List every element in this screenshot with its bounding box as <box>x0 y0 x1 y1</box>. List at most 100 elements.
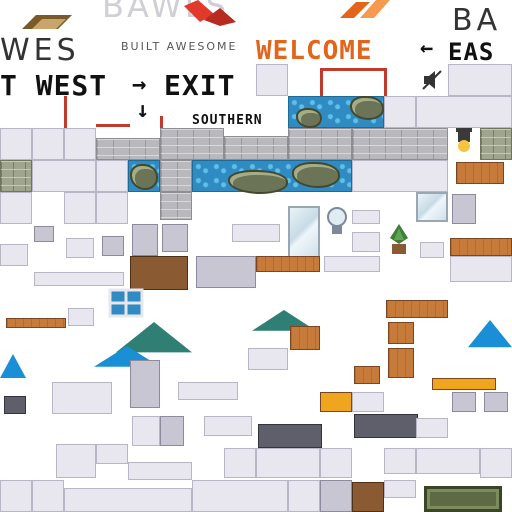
wooden-board <box>456 162 504 184</box>
crate <box>354 366 380 384</box>
swing-frame <box>52 382 112 414</box>
glass-panel <box>288 206 320 258</box>
counter <box>386 300 448 318</box>
brick-wall <box>288 128 352 160</box>
welcome-sign: WELCOME <box>256 36 373 66</box>
wall-panel <box>320 448 352 478</box>
brand-logo-left <box>22 14 72 29</box>
arrow-down-sign: ↓ <box>136 98 151 123</box>
machine <box>196 256 256 288</box>
wall-panel <box>232 224 280 242</box>
red-pipe <box>320 68 384 71</box>
wall-panel <box>324 256 380 272</box>
wall-panel <box>32 160 96 192</box>
wall-panel <box>416 448 480 474</box>
coffee-machine <box>452 194 476 224</box>
red-pipe <box>96 124 130 127</box>
planter <box>178 382 238 400</box>
brick-wall <box>352 128 448 160</box>
wall-panel <box>352 210 380 224</box>
rock <box>350 96 384 120</box>
red-pipe <box>384 68 387 96</box>
wall-panel <box>64 488 192 512</box>
fridge <box>320 480 352 512</box>
small-device <box>34 226 54 242</box>
brand-tagline: BUILT AWESOME <box>121 40 238 53</box>
wall-panel <box>0 480 32 512</box>
brick-wall <box>160 160 192 192</box>
brand-logo-red <box>180 0 250 26</box>
wall-panel <box>32 128 64 160</box>
wall-panel <box>64 192 96 224</box>
dark-panel <box>258 424 322 448</box>
carpet <box>424 486 502 512</box>
window-icon <box>108 288 144 318</box>
wall-panel <box>420 242 444 258</box>
wall-panel <box>224 448 256 478</box>
east-sign: EAS <box>448 38 495 66</box>
wall-panel <box>192 480 288 512</box>
west-exit-sign: T WEST <box>0 69 108 102</box>
wall-panel <box>132 416 160 446</box>
rock <box>130 164 158 190</box>
printer <box>162 224 188 252</box>
vending-machine <box>132 224 158 256</box>
wall-panel <box>384 96 416 128</box>
red-pipe <box>64 96 67 128</box>
brick-wall <box>160 192 192 220</box>
wall-panel <box>0 192 32 224</box>
sink <box>0 244 28 266</box>
wall-panel <box>204 416 252 436</box>
shelf-with-goods <box>352 482 384 512</box>
exit-sign: EXIT <box>164 69 236 102</box>
wall-panel <box>256 64 288 96</box>
chair-icon <box>452 392 476 412</box>
west-sign-fragment: WES <box>0 33 80 68</box>
monitor-icon <box>66 238 94 258</box>
chair-icon <box>388 322 414 344</box>
table <box>248 348 288 370</box>
table <box>256 256 320 272</box>
wall-panel <box>128 462 192 480</box>
counter-block <box>160 416 184 446</box>
brick-wall <box>224 136 288 160</box>
wall-panel <box>416 418 448 438</box>
plant-icon <box>386 222 412 256</box>
chair-icon <box>484 392 508 412</box>
mossy-brick-wall <box>480 128 512 160</box>
table <box>432 378 496 390</box>
brick-wall <box>96 138 160 160</box>
red-pipe <box>320 68 323 96</box>
wall-panel <box>68 308 94 326</box>
wall-panel <box>384 480 416 498</box>
arrow-right-exit: → <box>132 70 148 98</box>
wall-panel <box>32 480 64 512</box>
wall-panel <box>96 160 128 192</box>
wall-panel <box>416 96 512 128</box>
wall-panel <box>450 256 512 282</box>
wall-panel <box>352 160 448 192</box>
mirror <box>326 206 348 234</box>
mossy-brick-wall <box>0 160 32 192</box>
wall-panel <box>288 480 320 512</box>
wall-panel <box>352 392 384 412</box>
glass-panel <box>416 192 448 222</box>
rock <box>296 108 322 128</box>
shelf-with-goods <box>130 256 188 290</box>
wall-panel <box>96 192 128 224</box>
red-pipe <box>160 116 163 130</box>
crate <box>290 326 320 350</box>
wall-panel <box>384 448 416 474</box>
east-top-sign: BA <box>452 3 502 38</box>
chair-icon <box>388 348 414 378</box>
wall-panel <box>56 444 96 478</box>
bench <box>6 318 66 328</box>
wall-panel <box>448 64 512 96</box>
robot <box>130 360 160 408</box>
southern-sign: SOUTHERN <box>192 113 263 128</box>
railing <box>34 272 124 286</box>
lamp-icon <box>452 126 476 154</box>
umbrella-icon <box>468 320 512 348</box>
wall-panel <box>352 232 380 252</box>
